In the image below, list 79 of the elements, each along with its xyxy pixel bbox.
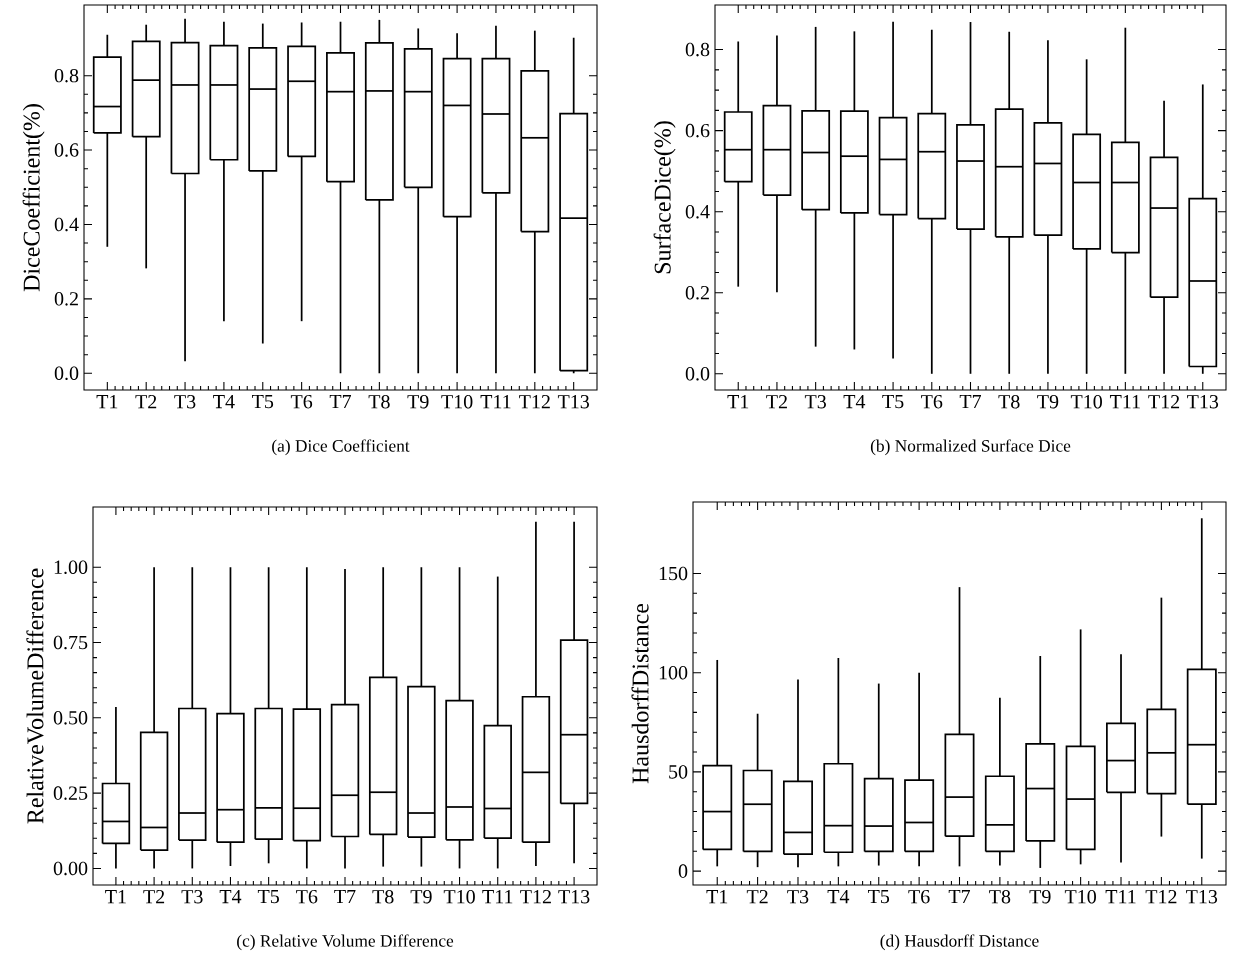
x-tick-label: T1: [96, 394, 118, 409]
x-tick-label: T11: [482, 889, 513, 904]
x-tick-label: T11: [1109, 394, 1140, 409]
y-tick-label: 0.8: [54, 68, 79, 83]
x-tick-label: T5: [882, 394, 904, 409]
y-tick-label: 0.6: [685, 123, 710, 138]
y-tick-label: 0.4: [54, 217, 79, 232]
text: (a) Dice Coefficient: [272, 439, 410, 456]
x-tick-label: T4: [827, 889, 850, 904]
x-tick-label: T10: [443, 889, 475, 904]
x-tick-label: T8: [998, 394, 1020, 409]
x-tick-label: T6: [290, 394, 313, 409]
x-tick-label: T8: [372, 889, 394, 904]
x-tick-label: T11: [480, 394, 511, 409]
x-tick-label: T2: [143, 889, 165, 904]
y-tick-label: 0.25: [53, 786, 88, 800]
x-tick-label: T10: [1070, 394, 1102, 409]
x-tick-label: T2: [746, 889, 768, 904]
x-tick-label: T1: [105, 889, 126, 904]
y-tick-label: 0.0: [685, 367, 710, 381]
y-tick-label: 100: [659, 665, 688, 680]
x-tick-label: T3: [787, 889, 809, 904]
x-tick-label: T4: [219, 889, 242, 904]
y-axis-title: HausdorffDistance: [631, 603, 649, 784]
x-tick-label: T9: [407, 394, 429, 409]
text: (d) Hausdorff Distance: [880, 934, 1039, 951]
x-tick-label: T6: [908, 889, 930, 904]
x-tick-label: T5: [252, 394, 274, 409]
x-tick-label: T9: [410, 889, 432, 904]
x-tick-label: T1: [727, 394, 749, 409]
x-tick-label: T13: [1187, 394, 1219, 409]
x-tick-label: T1: [706, 889, 728, 904]
x-tick-label: T12: [520, 889, 551, 904]
x-tick-label: T2: [766, 394, 787, 409]
x-tick-label: T10: [441, 394, 473, 409]
x-tick-label: T13: [557, 394, 590, 409]
y-tick-label: 0.00: [53, 861, 88, 876]
x-tick-label: T3: [804, 394, 826, 409]
text: (c) Relative Volume Difference: [237, 934, 454, 951]
x-tick-label: T12: [1148, 394, 1180, 409]
x-tick-label: T9: [1029, 889, 1051, 904]
y-tick-label: 1.00: [54, 560, 88, 575]
x-tick-label: T3: [174, 394, 196, 409]
y-tick-label: 0.6: [54, 143, 79, 157]
x-tick-label: T5: [257, 889, 279, 904]
x-tick-label: T8: [989, 889, 1011, 904]
x-tick-label: T7: [334, 889, 356, 904]
y-tick-label: 0.0: [54, 366, 79, 381]
y-axis-title: RelativeVolumeDifference: [26, 568, 44, 824]
x-tick-label: T4: [843, 394, 866, 409]
x-tick-label: T13: [1186, 889, 1218, 904]
x-tick-label: T3: [181, 889, 203, 904]
x-tick-label: T7: [329, 394, 352, 409]
x-tick-label: T7: [959, 394, 982, 409]
y-tick-label: 0.50: [53, 711, 88, 725]
x-tick-label: T13: [558, 889, 590, 904]
x-tick-label: T6: [296, 889, 318, 904]
y-tick-label: 0.2: [54, 292, 78, 306]
y-tick-label: 0.75: [53, 635, 88, 650]
y-tick-label: 0: [678, 864, 688, 878]
y-tick-label: 50: [669, 765, 688, 779]
y-tick-label: 150: [659, 566, 688, 581]
x-tick-label: T5: [867, 889, 890, 904]
text: (b) Normalized Surface Dice: [870, 439, 1071, 456]
y-tick-label: 0.2: [685, 285, 709, 300]
x-tick-label: T12: [1145, 889, 1177, 904]
x-tick-label: T9: [1037, 394, 1059, 409]
x-tick-label: T6: [921, 394, 943, 409]
y-axis-title: DiceCoefficient(%): [22, 104, 45, 292]
x-tick-label: T4: [213, 394, 235, 409]
x-tick-label: T10: [1064, 889, 1096, 904]
x-tick-label: T8: [368, 394, 390, 409]
y-tick-label: 0.8: [685, 42, 710, 57]
x-tick-label: T7: [948, 889, 971, 904]
y-tick-label: 0.4: [685, 204, 710, 219]
y-axis-title: SurfaceDice(%): [653, 121, 676, 274]
x-tick-label: T12: [519, 394, 550, 409]
x-tick-label: T2: [135, 394, 157, 409]
x-tick-label: T11: [1105, 889, 1136, 904]
